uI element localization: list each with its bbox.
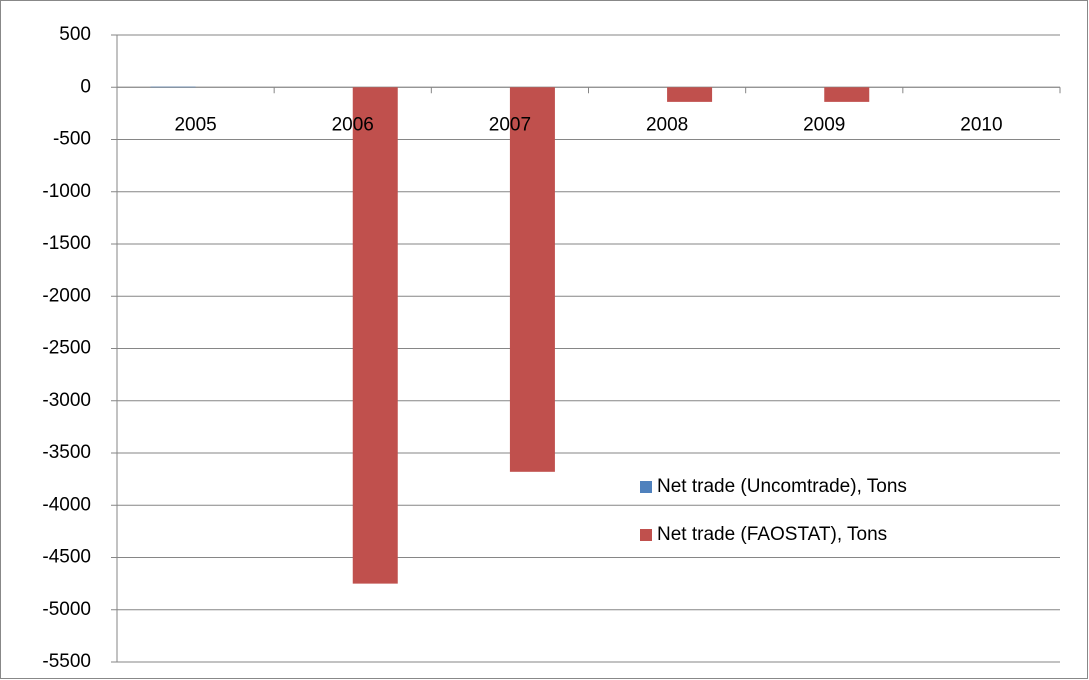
y-tick-label: -1500 [42,233,91,254]
legend-label: Net trade (Uncomtrade), Tons [657,476,907,497]
y-tick-label: -3500 [42,442,91,463]
bar [509,87,555,472]
y-tick-label: -2500 [42,338,91,359]
legend-swatch [640,481,652,493]
x-tick-label: 2009 [803,114,845,135]
y-tick-label: 500 [59,24,91,45]
y-tick-label: -5000 [42,599,91,620]
bar [352,87,398,584]
legend-label: Net trade (FAOSTAT), Tons [657,524,887,545]
x-tick-label: 2008 [646,114,688,135]
bar [150,86,196,88]
y-tick-label: -2000 [42,285,91,306]
y-tick-label: 0 [80,76,91,97]
x-tick-label: 2006 [332,114,374,135]
y-tick-label: -1000 [42,181,91,202]
bar [824,87,870,102]
x-tick-label: 2010 [960,114,1002,135]
y-tick-label: -3000 [42,390,91,411]
legend-swatch [640,529,652,541]
y-tick-label: -500 [53,129,91,150]
bar [667,87,713,102]
y-tick-label: -4000 [42,494,91,515]
y-tick-label: -5500 [42,651,91,672]
y-tick-label: -4500 [42,547,91,568]
x-tick-label: 2005 [174,114,216,135]
x-tick-label: 2007 [489,114,531,135]
